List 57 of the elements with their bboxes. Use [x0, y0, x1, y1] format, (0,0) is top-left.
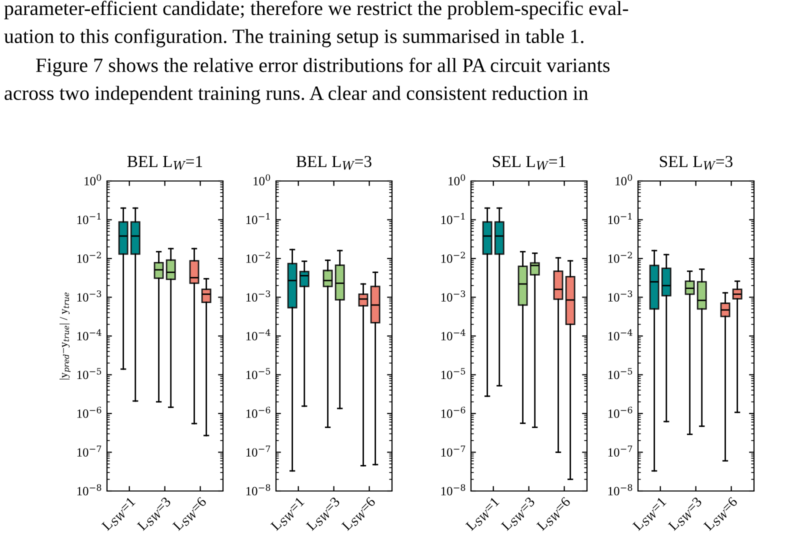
y-tick-label: 10$^{−5}$: [441, 368, 466, 380]
x-tick-label: L$_{SW}$=6: [536, 496, 572, 533]
y-tick-label: 10$^{−6}$: [608, 406, 632, 418]
y-tick-label: 10$^{−3}$: [246, 290, 270, 302]
y-tick-label: 10$^{−7}$: [441, 446, 466, 457]
y-tick-label: 10$^{−3}$: [77, 290, 102, 302]
y-tick-label: 10$^{−2}$: [608, 252, 632, 263]
y-tick-label: 10$^{−8}$: [441, 484, 466, 496]
y-tick-label: 10$^{−4}$: [246, 329, 270, 340]
x-tick-label: L$_{SW}$=3: [668, 496, 704, 533]
y-tick-label: 10$^{−2}$: [441, 252, 465, 263]
chart-title: BEL L$_{W}$=3: [296, 156, 372, 170]
y-tick-label: 10$^{−1}$: [608, 212, 632, 224]
x-tick-label: L$_{SW}$=6: [703, 496, 740, 533]
y-tick-label: 10$^{−8}$: [77, 484, 102, 496]
y-tick-label: 10$^{−4}$: [77, 329, 102, 340]
y-tick-label: 10$^{−8}$: [608, 484, 632, 496]
y-tick-label: 10$^{−1}$: [441, 212, 465, 224]
y-tick-label: 10$^{0}$: [84, 174, 102, 186]
y-axis-title: |y$_{pred}$−y$_{true}$| / y$_{true}$: [59, 292, 71, 380]
y-tick-label: 10$^{0}$: [616, 174, 632, 186]
y-tick-label: 10$^{−4}$: [608, 329, 632, 340]
y-tick-label: 10$^{−5}$: [246, 368, 270, 380]
text: uation to this configuration. The training setup is summarised in table 1.: [4, 28, 584, 48]
x-tick-label: L$_{SW}$=3: [136, 496, 173, 533]
y-tick-label: 10$^{−6}$: [441, 406, 466, 418]
y-tick-label: 10$^{−3}$: [441, 290, 466, 302]
x-tick-label: L$_{SW}$=1: [270, 496, 306, 533]
chart-title: SEL L$_{W}$=1: [492, 156, 566, 170]
y-tick-label: 10$^{−7}$: [77, 446, 102, 457]
x-tick-label: L$_{SW}$=3: [306, 496, 342, 533]
x-tick-label: L$_{SW}$=1: [465, 496, 502, 533]
y-tick-label: 10$^{0}$: [254, 174, 270, 186]
y-tick-label: 10$^{−7}$: [608, 446, 632, 457]
y-tick-label: 10$^{−4}$: [441, 329, 466, 340]
chart-title: BEL L$_{W}$=1: [127, 156, 202, 170]
chart-title: SEL L$_{W}$=3: [660, 156, 732, 170]
x-tick-label: L$_{SW}$=6: [341, 496, 378, 533]
x-tick-label: L$_{SW}$=1: [632, 496, 668, 533]
y-tick-label: 10$^{−8}$: [246, 484, 270, 496]
y-tick-label: 10$^{0}$: [448, 174, 466, 186]
y-tick-label: 10$^{−7}$: [246, 446, 270, 457]
x-tick-label: L$_{SW}$=6: [172, 496, 208, 533]
y-tick-label: 10$^{−6}$: [246, 406, 270, 418]
x-tick-label: L$_{SW}$=3: [500, 496, 537, 533]
text: across two independent training runs. A clear and consistent reduction in: [4, 86, 588, 104]
text: parameter-efficient candidate; therefore we restrict the problem-specific eval-: [4, 0, 628, 20]
y-tick-label: 10$^{−2}$: [246, 252, 270, 263]
x-tick-label: L$_{SW}$=1: [101, 496, 138, 533]
y-tick-label: 10$^{−5}$: [608, 368, 632, 380]
y-tick-label: 10$^{−5}$: [77, 368, 102, 380]
y-tick-label: 10$^{−2}$: [77, 252, 101, 263]
y-tick-label: 10$^{−1}$: [77, 212, 101, 224]
y-tick-label: 10$^{−1}$: [246, 212, 270, 224]
y-tick-label: 10$^{−3}$: [608, 290, 632, 302]
y-tick-label: 10$^{−6}$: [77, 406, 102, 418]
caption: Figure 7 shows the relative error distributions for all PA circuit variants: [36, 58, 610, 76]
